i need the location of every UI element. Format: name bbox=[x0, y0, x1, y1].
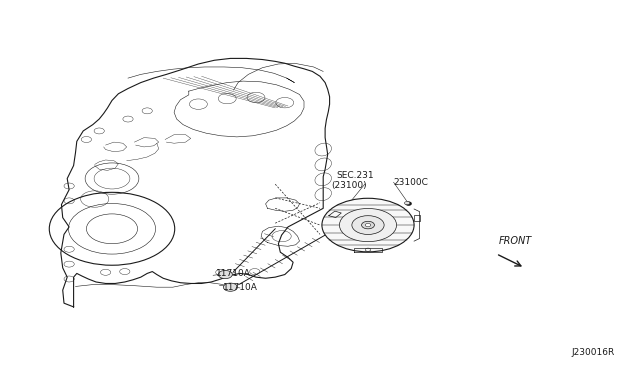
Text: 11710A: 11710A bbox=[216, 269, 251, 278]
Text: FRONT: FRONT bbox=[499, 235, 532, 246]
Text: 23100C: 23100C bbox=[394, 178, 428, 187]
Bar bbox=[414, 215, 420, 221]
Text: (23100): (23100) bbox=[332, 181, 367, 190]
Circle shape bbox=[352, 216, 384, 234]
Circle shape bbox=[322, 198, 414, 252]
Text: 11710A: 11710A bbox=[223, 283, 257, 292]
Circle shape bbox=[365, 224, 371, 227]
Circle shape bbox=[362, 221, 374, 229]
Circle shape bbox=[406, 202, 411, 205]
Circle shape bbox=[218, 270, 232, 279]
Circle shape bbox=[223, 283, 237, 291]
Circle shape bbox=[404, 202, 410, 205]
Circle shape bbox=[339, 208, 397, 242]
Text: SEC.231: SEC.231 bbox=[336, 171, 374, 180]
Text: J230016R: J230016R bbox=[571, 348, 614, 357]
